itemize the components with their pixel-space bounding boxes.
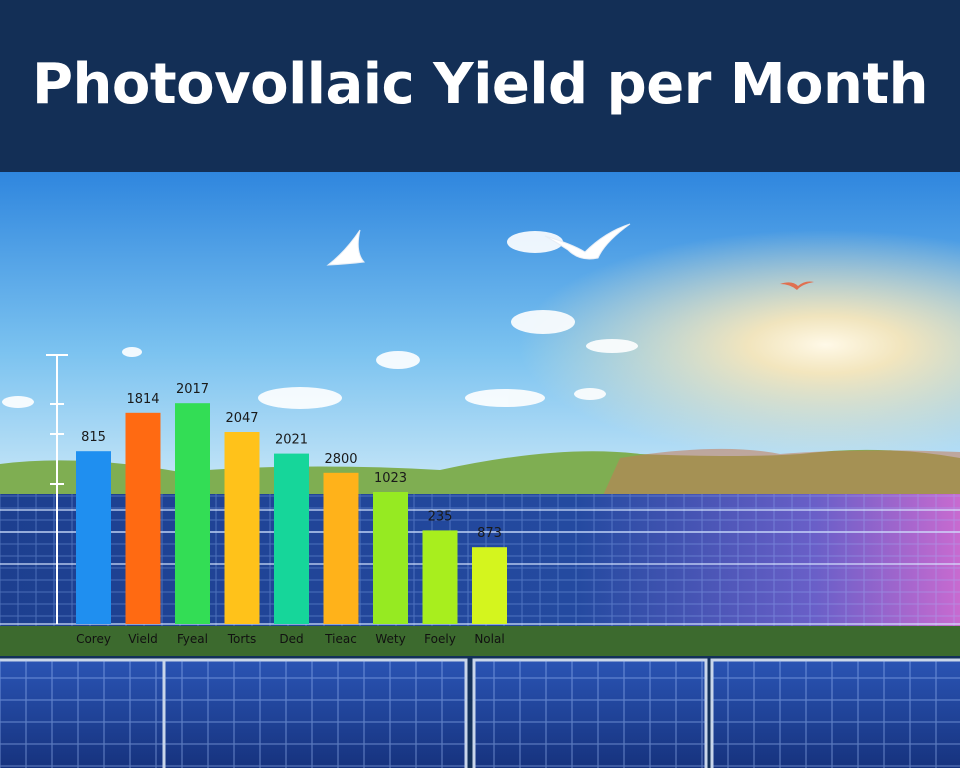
value-label-7: 235 bbox=[428, 509, 453, 524]
chart-scene: 815 1814 2017 2047 2021 2800 1023 235 873 Corey V… bbox=[0, 172, 960, 768]
value-label-5: 2800 bbox=[324, 452, 357, 467]
grass-strip bbox=[0, 626, 960, 656]
bar-7 bbox=[422, 530, 458, 624]
category-label-2: Fyeal bbox=[177, 632, 208, 646]
bar-6 bbox=[373, 492, 408, 624]
bars bbox=[76, 403, 507, 624]
value-label-0: 815 bbox=[81, 430, 106, 445]
value-label-4: 2021 bbox=[275, 433, 308, 448]
chart-title: Photovollaic Yield per Month bbox=[31, 52, 929, 117]
bar-8 bbox=[472, 547, 507, 624]
y-axis bbox=[46, 354, 68, 624]
category-label-7: Foely bbox=[424, 632, 456, 646]
value-label-1: 1814 bbox=[126, 392, 159, 407]
category-label-3: Torts bbox=[227, 632, 257, 646]
solar-panels-front bbox=[0, 658, 960, 768]
value-label-3: 2047 bbox=[225, 411, 258, 426]
category-label-1: Vield bbox=[128, 632, 158, 646]
category-label-5: Tieac bbox=[324, 632, 357, 646]
category-label-4: Ded bbox=[279, 632, 303, 646]
bar-4 bbox=[274, 453, 309, 624]
value-label-6: 1023 bbox=[374, 471, 407, 486]
bar-5 bbox=[323, 472, 359, 624]
clouds bbox=[2, 231, 638, 409]
value-label-8: 873 bbox=[477, 526, 502, 541]
bar-2 bbox=[175, 403, 210, 624]
category-labels: Corey Vield Fyeal Torts Ded Tieac Wety Foely Nol… bbox=[76, 632, 505, 646]
bar-1 bbox=[125, 412, 161, 624]
title-banner: Photovollaic Yield per Month bbox=[0, 0, 960, 172]
bird-icons bbox=[326, 223, 814, 290]
category-label-8: Nolal bbox=[474, 632, 504, 646]
bar-0 bbox=[76, 451, 111, 624]
category-label-6: Wety bbox=[375, 632, 405, 646]
bar-3 bbox=[224, 432, 260, 624]
value-labels: 815 1814 2017 2047 2021 2800 1023 235 873 bbox=[81, 382, 502, 541]
category-label-0: Corey bbox=[76, 632, 111, 646]
value-label-2: 2017 bbox=[176, 382, 209, 397]
hills-shadow bbox=[600, 448, 960, 502]
